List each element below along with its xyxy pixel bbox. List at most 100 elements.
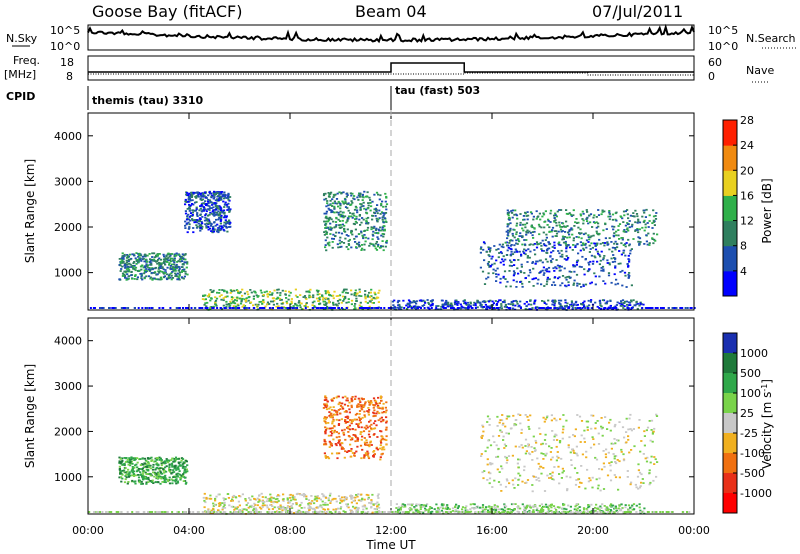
scatter-cell (544, 258, 548, 261)
scatter-cell (194, 219, 197, 221)
scatter-cell (384, 406, 387, 409)
scatter-cell (445, 506, 448, 509)
scatter-cell (558, 252, 561, 255)
scatter-cell (603, 244, 606, 247)
scatter-cell (154, 473, 157, 475)
scatter-cell (495, 259, 498, 262)
scatter-cell (621, 284, 624, 287)
scatter-cell (490, 506, 493, 508)
scatter-cell (174, 253, 177, 256)
scatter-cell (399, 508, 402, 511)
scatter-cell (300, 501, 303, 504)
scatter-cell (191, 214, 194, 216)
scatter-cell (455, 503, 458, 506)
scatter-cell (576, 303, 579, 306)
scatter-cell (614, 265, 617, 268)
scatter-cell (502, 260, 505, 263)
scatter-cell (530, 225, 533, 228)
scatter-cell (599, 308, 602, 310)
scatter-cell (185, 193, 188, 196)
scatter-cell (555, 230, 558, 232)
scatter-cell (440, 509, 443, 512)
scatter-cell (437, 305, 440, 307)
scatter-cell (144, 265, 147, 268)
scatter-cell (161, 481, 164, 483)
scatter-cell (224, 223, 228, 225)
scatter-cell (375, 191, 379, 194)
scatter-cell (611, 261, 614, 263)
scatter-cell (637, 240, 640, 243)
scatter-cell (339, 204, 342, 207)
scatter-cell (347, 248, 350, 251)
scatter-cell (325, 457, 328, 459)
scatter-cell (184, 480, 187, 482)
scatter-cell (554, 214, 557, 216)
scatter-cell (151, 259, 154, 261)
scatter-cell (327, 298, 330, 301)
scatter-cell (254, 504, 257, 506)
scatter-cell (212, 225, 215, 228)
scatter-cell (223, 221, 226, 224)
scatter-cell (622, 252, 625, 254)
scatter-cell (357, 233, 361, 235)
scatter-cell (628, 220, 631, 222)
scatter-cell (188, 226, 191, 228)
scatter-cell (476, 306, 479, 309)
scatter-cell (585, 209, 588, 211)
scatter-cell (594, 245, 597, 247)
scatter-cell (330, 227, 333, 230)
scatter-cell (175, 473, 178, 476)
scatter-cell (371, 238, 374, 241)
scatter-cell (621, 304, 625, 307)
scatter-cell (228, 307, 231, 309)
scatter-cell (624, 506, 627, 509)
scatter-cell (519, 270, 522, 272)
scatter-cell (346, 503, 349, 506)
scatter-cell (316, 506, 320, 509)
scatter-cell (216, 207, 219, 210)
scatter-cell (511, 253, 515, 255)
scatter-cell (159, 471, 162, 474)
scatter-cell (521, 235, 524, 238)
scatter-cell (190, 191, 193, 194)
scatter-cell (126, 458, 129, 461)
scatter-cell (201, 209, 204, 212)
scatter-cell (125, 268, 128, 270)
scatter-cell (206, 219, 209, 222)
scatter-cell (214, 302, 217, 304)
scatter-cell (588, 244, 591, 247)
scatter-cell (385, 203, 389, 206)
scatter-cell (426, 299, 429, 301)
scatter-cell (345, 288, 348, 291)
scatter-cell (608, 210, 611, 212)
scatter-cell (616, 282, 620, 285)
scatter-cell (509, 509, 512, 512)
scatter-cell (339, 203, 342, 205)
scatter-cell (525, 231, 528, 234)
scatter-cell (281, 289, 284, 292)
scatter-cell (234, 506, 237, 509)
scatter-cell (125, 473, 128, 476)
scatter-cell (338, 440, 341, 443)
scatter-cell (598, 300, 601, 303)
scatter-cell (357, 199, 360, 201)
scatter-cell (126, 273, 129, 276)
scatter-cell (508, 511, 511, 514)
scatter-cell (519, 281, 522, 283)
scatter-cell (533, 230, 536, 233)
scatter-cell (507, 246, 510, 249)
scatter-cell (204, 223, 207, 226)
scatter-cell (382, 420, 385, 422)
scatter-cell (180, 276, 183, 279)
scatter-cell (211, 204, 214, 206)
scatter-cell (169, 470, 172, 473)
scatter-cell (324, 230, 327, 233)
scatter-cell (321, 307, 324, 309)
scatter-cell (635, 213, 639, 215)
scatter-cell (494, 509, 498, 511)
scatter-cell (164, 263, 167, 266)
scatter-cell (307, 499, 311, 501)
scatter-cell (164, 477, 167, 480)
scatter-cell (168, 466, 171, 469)
scatter-cell (197, 220, 201, 222)
